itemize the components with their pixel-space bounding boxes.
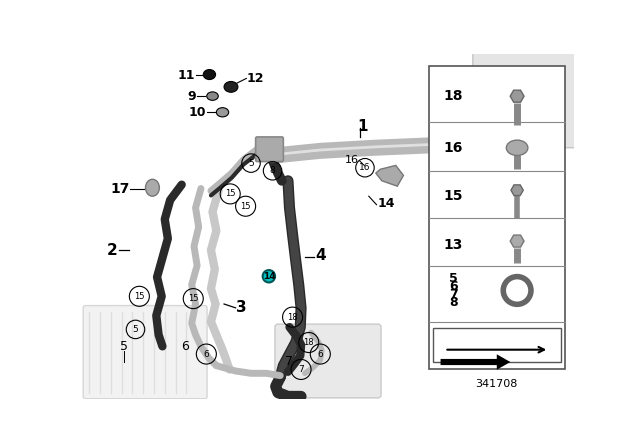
Text: 5: 5 — [248, 159, 254, 168]
Text: 10: 10 — [189, 106, 206, 119]
Text: 15: 15 — [444, 190, 463, 203]
Text: 16: 16 — [359, 163, 371, 172]
Polygon shape — [440, 354, 510, 370]
Polygon shape — [376, 165, 403, 186]
Text: 14: 14 — [262, 272, 275, 281]
Text: 17: 17 — [110, 181, 129, 195]
Ellipse shape — [145, 179, 159, 196]
FancyBboxPatch shape — [473, 52, 576, 148]
Text: 5: 5 — [552, 116, 557, 125]
Ellipse shape — [224, 82, 238, 92]
Text: 9: 9 — [187, 90, 196, 103]
Text: 13: 13 — [444, 238, 463, 252]
Polygon shape — [510, 90, 524, 102]
Text: 6: 6 — [449, 280, 458, 293]
Text: 6: 6 — [204, 349, 209, 358]
Text: 7: 7 — [285, 355, 293, 368]
Text: 6: 6 — [182, 340, 189, 353]
Bar — [433, 327, 561, 362]
Bar — [429, 66, 564, 370]
Text: 7: 7 — [298, 365, 304, 374]
Ellipse shape — [216, 108, 228, 117]
Ellipse shape — [506, 140, 528, 155]
Text: 3: 3 — [236, 300, 246, 315]
Text: 13: 13 — [509, 155, 523, 165]
Text: 5: 5 — [132, 325, 138, 334]
Text: 15: 15 — [188, 294, 198, 303]
Ellipse shape — [207, 92, 218, 100]
Circle shape — [262, 270, 275, 283]
Text: 5: 5 — [449, 272, 458, 285]
Text: 2: 2 — [107, 243, 118, 258]
Text: 5: 5 — [120, 340, 128, 353]
Text: 15: 15 — [134, 292, 145, 301]
Text: 4: 4 — [315, 248, 326, 263]
Text: 18: 18 — [303, 338, 314, 347]
Text: 6: 6 — [317, 349, 323, 358]
Text: 15: 15 — [225, 190, 236, 198]
Text: 16: 16 — [345, 155, 359, 165]
Text: 16: 16 — [444, 141, 463, 155]
FancyBboxPatch shape — [275, 324, 381, 398]
FancyBboxPatch shape — [534, 125, 559, 151]
Ellipse shape — [204, 69, 216, 80]
Text: 8: 8 — [538, 120, 543, 129]
Text: 7: 7 — [449, 288, 458, 301]
Text: 341708: 341708 — [476, 379, 518, 388]
Text: 1: 1 — [357, 120, 368, 134]
Polygon shape — [510, 235, 524, 247]
Text: 8: 8 — [449, 296, 458, 309]
Text: 15: 15 — [241, 202, 251, 211]
Text: 12: 12 — [246, 72, 264, 85]
Text: 13: 13 — [484, 155, 495, 164]
Text: 8: 8 — [269, 166, 275, 175]
FancyBboxPatch shape — [255, 137, 284, 162]
Text: 14: 14 — [378, 198, 396, 211]
Polygon shape — [511, 185, 524, 195]
Text: 11: 11 — [177, 69, 195, 82]
FancyBboxPatch shape — [83, 306, 207, 399]
Text: 18: 18 — [444, 89, 463, 103]
Text: 18: 18 — [287, 313, 298, 322]
Text: 13: 13 — [492, 149, 502, 158]
